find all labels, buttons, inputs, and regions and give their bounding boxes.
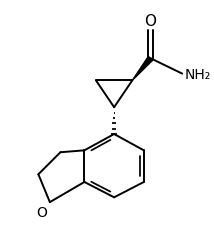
Text: NH₂: NH₂	[184, 67, 210, 81]
Text: O: O	[145, 14, 157, 28]
Text: O: O	[36, 205, 47, 219]
Polygon shape	[132, 57, 153, 81]
